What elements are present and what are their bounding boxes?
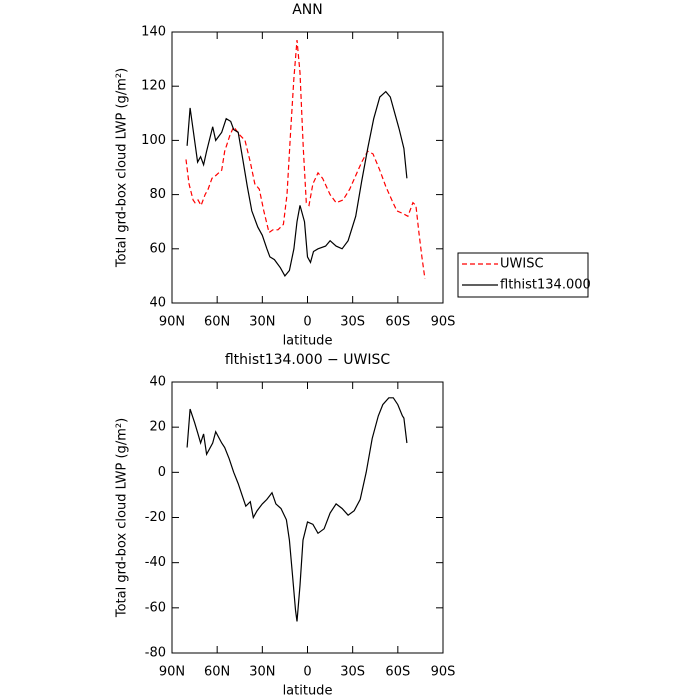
plot-frame xyxy=(171,31,444,304)
chart-title: flthist134.000 − UWISC xyxy=(225,352,390,368)
x-tick-label: 90S xyxy=(431,665,456,680)
y-tick-label: 80 xyxy=(149,187,166,202)
x-tick-label: 60S xyxy=(385,315,410,330)
x-tick-label: 60N xyxy=(204,665,230,680)
legend-box xyxy=(457,252,589,298)
y-tick-label: 140 xyxy=(141,25,166,40)
x-tick-label: 0 xyxy=(303,315,311,330)
x-axis-label: latitude xyxy=(283,334,333,349)
y-tick-label: 40 xyxy=(149,296,166,311)
y-tick-label: -60 xyxy=(145,600,166,615)
x-tick-label: 60N xyxy=(204,315,230,330)
x-tick-label: 60S xyxy=(385,665,410,680)
plot-frame xyxy=(171,381,444,654)
y-tick-label: -20 xyxy=(145,510,166,525)
legend-label: flthist134.000 xyxy=(500,278,591,293)
x-tick-label: 30N xyxy=(249,315,275,330)
x-tick-label: 30N xyxy=(249,665,275,680)
y-tick-label: 100 xyxy=(141,133,166,148)
y-tick-label: 120 xyxy=(141,79,166,94)
data-line xyxy=(185,40,426,279)
y-axis-label: Total grd-box cloud LWP (g/m²) xyxy=(115,418,130,618)
x-tick-label: 90N xyxy=(159,315,185,330)
chart-title: ANN xyxy=(292,2,323,18)
y-tick-label: -40 xyxy=(145,555,166,570)
data-line xyxy=(186,90,408,277)
y-tick-label: 60 xyxy=(149,241,166,256)
x-axis-label: latitude xyxy=(283,684,333,699)
y-tick-label: 0 xyxy=(158,465,166,480)
y-tick-label: 40 xyxy=(149,375,166,390)
x-tick-label: 30S xyxy=(340,315,365,330)
x-tick-label: 90S xyxy=(431,315,456,330)
data-line xyxy=(186,397,408,622)
y-axis-label: Total grd-box cloud LWP (g/m²) xyxy=(115,68,130,268)
x-tick-label: 0 xyxy=(303,665,311,680)
legend-label: UWISC xyxy=(500,257,544,272)
x-tick-label: 30S xyxy=(340,665,365,680)
y-tick-label: 20 xyxy=(149,420,166,435)
y-tick-label: -80 xyxy=(145,646,166,661)
x-tick-label: 90N xyxy=(159,665,185,680)
